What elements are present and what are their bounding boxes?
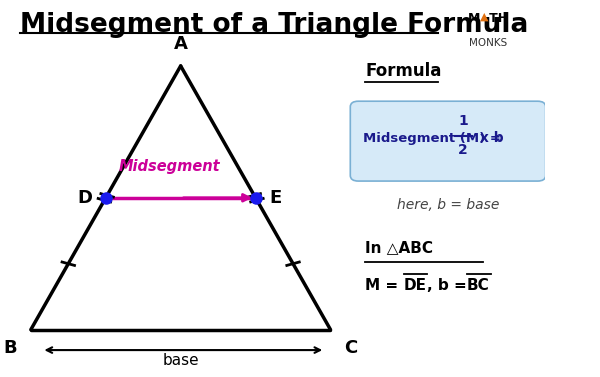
Text: C: C (344, 339, 357, 357)
Text: DE: DE (404, 277, 427, 293)
Text: ▲: ▲ (480, 12, 488, 22)
Text: D: D (77, 189, 92, 207)
Text: BC: BC (467, 277, 490, 293)
Text: x b: x b (475, 131, 503, 145)
Text: Midsegment of a Triangle Formula: Midsegment of a Triangle Formula (20, 12, 529, 38)
Text: 2: 2 (458, 143, 468, 158)
Text: here, b = base: here, b = base (397, 198, 500, 212)
Text: , b =: , b = (427, 277, 472, 293)
Text: Midsegment (M) =: Midsegment (M) = (362, 132, 505, 145)
Text: Midsegment: Midsegment (119, 159, 221, 174)
Text: MONKS: MONKS (469, 38, 508, 48)
Text: base: base (163, 353, 199, 368)
Text: M  TH: M TH (468, 12, 508, 25)
Text: B: B (4, 339, 17, 357)
Text: E: E (269, 189, 281, 207)
Text: 1: 1 (458, 115, 468, 129)
Text: A: A (174, 35, 188, 53)
FancyBboxPatch shape (350, 101, 545, 181)
Text: In △ABC: In △ABC (365, 241, 433, 256)
Text: M =: M = (365, 277, 404, 293)
Text: Formula: Formula (365, 62, 442, 80)
